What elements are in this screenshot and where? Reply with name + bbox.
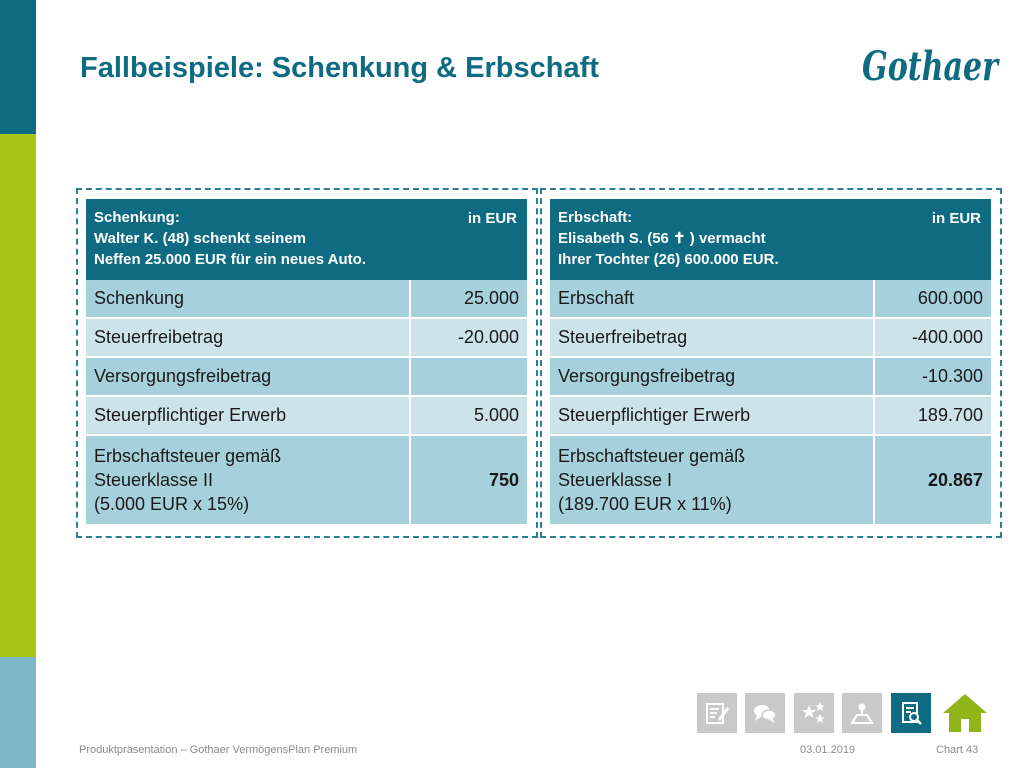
gift-header-title: Schenkung: bbox=[94, 209, 180, 226]
tax-result-line2: Steuerklasse I bbox=[558, 470, 673, 490]
tax-result-line3: (189.700 EUR x 11%) bbox=[558, 494, 732, 514]
row-label: Erbschaft bbox=[550, 280, 875, 317]
gift-header-line2: Walter K. (48) schenkt seinem bbox=[94, 230, 307, 247]
gift-example-panel: Schenkung: Walter K. (48) schenkt seinem… bbox=[76, 188, 538, 538]
table-row: Steuerfreibetrag -20.000 bbox=[86, 319, 527, 358]
document-search-icon[interactable] bbox=[891, 693, 931, 733]
row-value: 5.000 bbox=[411, 397, 527, 434]
inheritance-header-line3: Ihrer Tochter (26) 600.000 EUR. bbox=[558, 251, 779, 268]
table-row: Versorgungsfreibetrag bbox=[86, 358, 527, 397]
row-label: Steuerfreibetrag bbox=[550, 319, 875, 356]
row-label: Versorgungsfreibetrag bbox=[550, 358, 875, 395]
row-value: 189.700 bbox=[875, 397, 991, 434]
row-label: Steuerpflichtiger Erwerb bbox=[550, 397, 875, 434]
tax-result-row: Erbschaftsteuer gemäß Steuerklasse II (5… bbox=[86, 436, 527, 524]
inheritance-header-title: Erbschaft: bbox=[558, 209, 633, 226]
footer-chart-number: Chart 43 bbox=[936, 744, 979, 756]
gift-header-unit: in EUR bbox=[467, 210, 517, 227]
inheritance-table-header: Erbschaft: Elisabeth S. (56 ✝ ) vermacht… bbox=[550, 199, 991, 280]
inheritance-example-panel: Erbschaft: Elisabeth S. (56 ✝ ) vermacht… bbox=[540, 188, 1002, 538]
row-value: -20.000 bbox=[411, 319, 527, 356]
row-value: 25.000 bbox=[411, 280, 527, 317]
row-label: Versorgungsfreibetrag bbox=[86, 358, 411, 395]
row-value bbox=[411, 358, 527, 395]
tax-result-line2: Steuerklasse II bbox=[94, 470, 214, 490]
tax-result-label: Erbschaftsteuer gemäß Steuerklasse I (18… bbox=[550, 436, 875, 524]
inheritance-header-line2: Elisabeth S. (56 ✝ ) vermacht bbox=[558, 230, 766, 247]
table-row: Steuerfreibetrag -400.000 bbox=[550, 319, 991, 358]
page-title: Fallbeispiele: Schenkung & Erbschaft bbox=[80, 52, 599, 84]
table-row: Schenkung 25.000 bbox=[86, 280, 527, 319]
row-value: -400.000 bbox=[875, 319, 991, 356]
accent-bar-lightblue bbox=[0, 657, 36, 768]
table-row: Versorgungsfreibetrag -10.300 bbox=[550, 358, 991, 397]
table-row: Steuerpflichtiger Erwerb 5.000 bbox=[86, 397, 527, 436]
gift-table-header: Schenkung: Walter K. (48) schenkt seinem… bbox=[86, 199, 527, 280]
inheritance-header-unit: in EUR bbox=[931, 210, 981, 227]
footer-date: 03.01.2019 bbox=[800, 744, 856, 756]
notepad-pencil-icon[interactable] bbox=[697, 693, 737, 733]
inheritance-table: Erbschaft: Elisabeth S. (56 ✝ ) vermacht… bbox=[550, 199, 991, 524]
speech-bubbles-icon[interactable] bbox=[745, 693, 785, 733]
row-value: -10.300 bbox=[875, 358, 991, 395]
accent-bar-green bbox=[0, 134, 36, 657]
tax-result-line1: Erbschaftsteuer gemäß bbox=[558, 446, 746, 466]
map-person-icon[interactable] bbox=[842, 693, 882, 733]
left-accent-bar bbox=[0, 0, 36, 768]
tax-result-line3: (5.000 EUR x 15%) bbox=[94, 494, 250, 514]
tax-result-value: 750 bbox=[411, 436, 527, 524]
row-value: 600.000 bbox=[875, 280, 991, 317]
svg-text:Gothaer: Gothaer bbox=[862, 43, 1000, 90]
tax-result-label: Erbschaftsteuer gemäß Steuerklasse II (5… bbox=[86, 436, 411, 524]
table-row: Erbschaft 600.000 bbox=[550, 280, 991, 319]
accent-bar-teal bbox=[0, 0, 36, 134]
home-icon[interactable] bbox=[941, 692, 989, 734]
tax-result-row: Erbschaftsteuer gemäß Steuerklasse I (18… bbox=[550, 436, 991, 524]
row-label: Steuerfreibetrag bbox=[86, 319, 411, 356]
table-row: Steuerpflichtiger Erwerb 189.700 bbox=[550, 397, 991, 436]
gift-table: Schenkung: Walter K. (48) schenkt seinem… bbox=[86, 199, 527, 524]
stars-icon[interactable] bbox=[794, 693, 834, 733]
gothaer-logo: Gothaer bbox=[862, 43, 1000, 90]
row-label: Schenkung bbox=[86, 280, 411, 317]
footer-presentation-title: Produktpräsentation – Gothaer VermögensP… bbox=[79, 744, 358, 756]
tax-result-value: 20.867 bbox=[875, 436, 991, 524]
tax-result-line1: Erbschaftsteuer gemäß bbox=[94, 446, 282, 466]
row-label: Steuerpflichtiger Erwerb bbox=[86, 397, 411, 434]
gift-header-line3: Neffen 25.000 EUR für ein neues Auto. bbox=[94, 251, 367, 268]
